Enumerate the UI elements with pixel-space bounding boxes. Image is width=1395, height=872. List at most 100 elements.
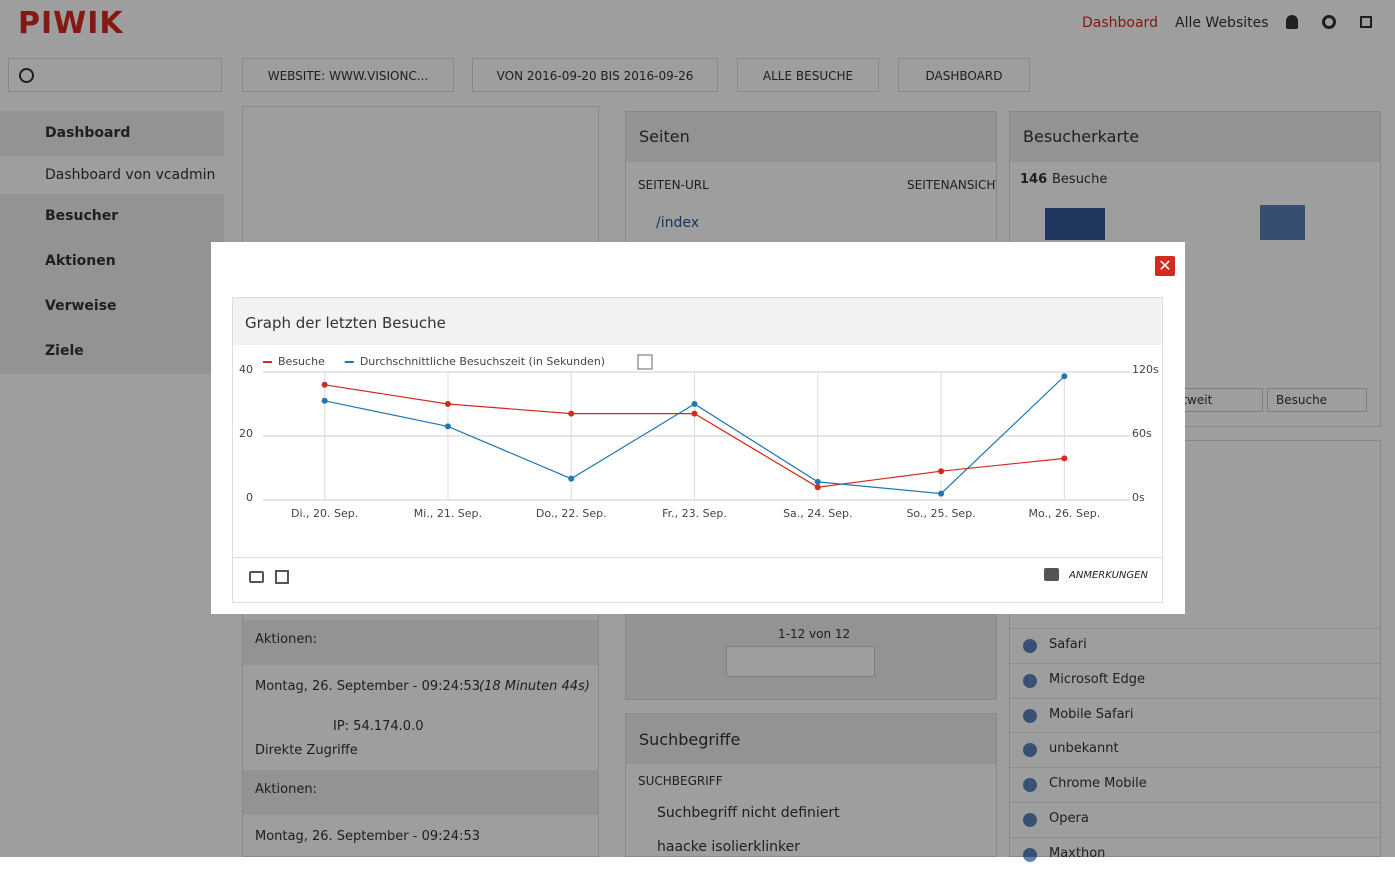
y2-tick-label: 0s	[1132, 491, 1145, 504]
image-icon[interactable]	[275, 570, 289, 584]
visit-time: Montag, 26. September - 09:24:53	[255, 829, 480, 844]
browser-row: Chrome Mobile	[1010, 767, 1380, 802]
y-tick-label: 40	[239, 363, 253, 376]
page-url[interactable]: /index	[656, 215, 700, 231]
x-tick-label: Mo., 26. Sep.	[1028, 507, 1100, 520]
visit-count-label: Besuche	[1052, 172, 1108, 187]
map-select[interactable]: ltweit	[1170, 388, 1263, 412]
logo[interactable]: PIWIK	[18, 6, 124, 41]
map-select[interactable]: Besuche	[1267, 388, 1367, 412]
actions-row	[243, 770, 598, 815]
chart-options-icon[interactable]	[637, 354, 653, 370]
widget-title: Seiten	[626, 112, 996, 162]
browser-icon	[1023, 743, 1037, 758]
menu-item[interactable]: Besucher	[0, 194, 224, 239]
widget-title: Suchbegriffe	[626, 714, 996, 764]
browser-row: Opera	[1010, 802, 1380, 837]
x-tick-label: Fr., 23. Sep.	[662, 507, 727, 520]
data-point	[1061, 373, 1068, 380]
browser-icon	[1023, 778, 1037, 793]
legend-label: Durchschnittliche Besuchszeit (in Sekund…	[360, 355, 605, 368]
footer-divider	[233, 557, 1162, 558]
data-point	[321, 397, 328, 404]
data-point	[321, 381, 328, 388]
data-point	[938, 490, 945, 497]
browser-name: Microsoft Edge	[1049, 671, 1146, 687]
browser-row: Mobile Safari	[1010, 697, 1380, 733]
widget	[232, 297, 1163, 603]
annotation-icon[interactable]	[1044, 568, 1059, 581]
column-header: SUCHBEGRIFF	[638, 774, 723, 788]
x-tick-label: Di., 20. Sep.	[291, 507, 358, 520]
data-point	[814, 478, 821, 485]
menu-item[interactable]: Aktionen	[0, 239, 224, 284]
close-button[interactable]: ✕	[1155, 256, 1175, 276]
x-tick-label: So., 25. Sep.	[906, 507, 975, 520]
logout-icon[interactable]	[1360, 16, 1372, 28]
y-tick-label: 20	[239, 427, 253, 440]
browser-name: unbekannt	[1049, 741, 1119, 757]
visitor-ip: IP: 54.174.0.0	[333, 719, 424, 734]
search-term[interactable]: haacke isolierklinker	[657, 839, 801, 855]
chart: 0 20 40 0s 60s 120s Di., 20. Sep. Mi., 21. Sep.…	[239, 354, 1159, 520]
browser-name: Opera	[1049, 811, 1089, 826]
menu-item[interactable]: Dashboard	[0, 111, 224, 156]
browser-row: unbekannt	[1010, 732, 1380, 767]
x-tick-label: Sa., 24. Sep.	[783, 507, 852, 520]
column-header: SEITEN-URL	[638, 178, 709, 192]
data-point	[1061, 455, 1068, 462]
menu-item[interactable]: Verweise	[0, 284, 224, 329]
site-selector[interactable]: WEBSITE: WWW.VISIONC...	[242, 58, 454, 92]
visit-count: 146	[1020, 172, 1048, 187]
data-point	[691, 401, 698, 407]
browser-name: Chrome Mobile	[1049, 776, 1147, 792]
referrer: Direkte Zugriffe	[255, 743, 358, 758]
visit-duration: (18 Minuten 44s)	[479, 679, 590, 694]
x-tick-label: Do., 22. Sep.	[536, 507, 607, 520]
annotations-link[interactable]: ANMERKUNGEN	[1069, 570, 1148, 581]
data-point	[691, 410, 698, 417]
map-region[interactable]	[1260, 205, 1305, 240]
data-point	[444, 423, 451, 430]
actions-label: Aktionen:	[255, 782, 317, 797]
y2-tick-label: 60s	[1132, 427, 1152, 440]
y2-tick-label: 120s	[1132, 363, 1159, 376]
x-tick-label: Mi., 21. Sep.	[414, 507, 482, 520]
export-icon[interactable]	[249, 571, 264, 583]
browser-icon	[1023, 673, 1037, 688]
data-point	[814, 484, 821, 491]
widget-title: Besucherkarte	[1010, 112, 1380, 162]
search-field[interactable]	[726, 646, 875, 677]
data-point	[568, 410, 575, 417]
data-point	[568, 475, 575, 482]
pager: 1-12 von 12	[778, 627, 851, 641]
nav-link[interactable]: Dashboard	[1082, 15, 1158, 31]
actions-row	[243, 620, 598, 665]
browser-name: Mobile Safari	[1049, 706, 1134, 722]
actions-label: Aktionen:	[255, 632, 317, 647]
browser-row: Microsoft Edge	[1010, 662, 1380, 698]
period-selector[interactable]: VON 2016-09-20 BIS 2016-09-26	[472, 58, 718, 92]
menu-subitem[interactable]: Dashboard von vcadmin	[0, 157, 224, 193]
browser-row: Safari	[1010, 628, 1380, 663]
browser-icon	[1023, 813, 1037, 827]
search-box[interactable]	[8, 58, 222, 92]
data-point	[938, 468, 945, 475]
segment-selector[interactable]: ALLE BESUCHE	[737, 58, 879, 92]
menu-item[interactable]: Ziele	[0, 329, 224, 374]
search-term[interactable]: Suchbegriff nicht definiert	[657, 805, 840, 821]
map-region[interactable]	[1045, 208, 1105, 240]
settings-icon[interactable]	[1322, 15, 1336, 29]
browser-name: Safari	[1049, 637, 1087, 652]
browser-icon	[1023, 708, 1037, 723]
dashboard-selector[interactable]: DASHBOARD	[898, 58, 1030, 92]
search-icon	[19, 68, 34, 83]
nav-link[interactable]: Alle Websites	[1175, 15, 1269, 31]
widget-title: Graph der letzten Besuche	[233, 298, 1162, 345]
visit-time: Montag, 26. September - 09:24:53	[255, 679, 480, 694]
data-point	[444, 401, 451, 407]
legend-label: Besuche	[278, 355, 325, 368]
user-icon[interactable]	[1286, 15, 1298, 29]
browser-icon	[1023, 639, 1037, 653]
